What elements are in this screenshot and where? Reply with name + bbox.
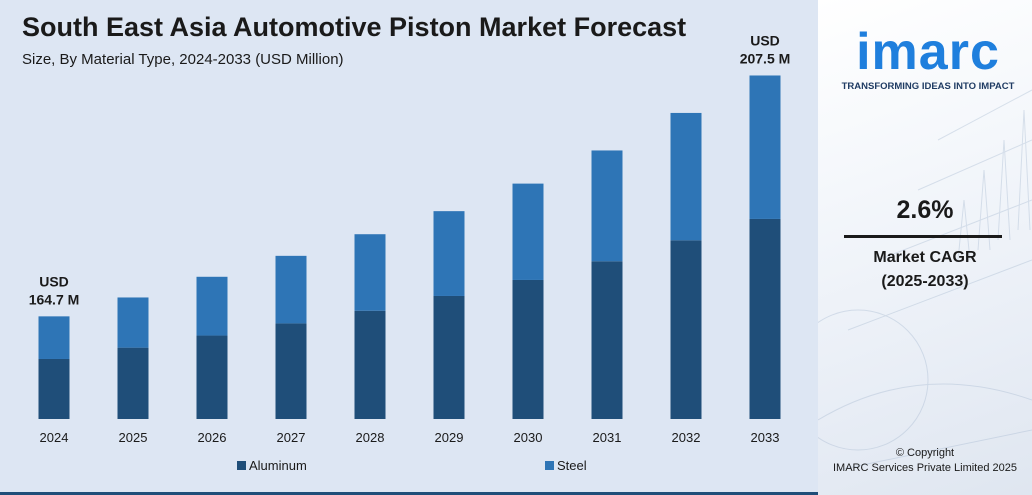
bar-steel-2025 — [117, 297, 149, 348]
imarc-logo: imarc TRANSFORMING IDEAS INTO IMPACT — [828, 26, 1028, 92]
x-tick-label-2027: 2027 — [277, 430, 306, 445]
bar-aluminum-2030 — [512, 279, 544, 419]
bar-aluminum-2025 — [117, 347, 149, 419]
annotation-end-value: 207.5 M — [740, 50, 791, 66]
x-tick-label-2026: 2026 — [198, 430, 227, 445]
bar-steel-2028 — [354, 234, 386, 311]
x-tick-label-2025: 2025 — [119, 430, 148, 445]
bar-aluminum-2031 — [591, 261, 623, 419]
cagr-divider — [844, 235, 1002, 238]
legend-swatch-aluminum — [237, 461, 246, 470]
logo-wordmark: imarc — [856, 23, 1000, 81]
cagr-label: Market CAGR (2025-2033) — [818, 246, 1032, 294]
x-tick-label-2029: 2029 — [435, 430, 464, 445]
cagr-label-line1: Market CAGR — [873, 249, 977, 266]
chart-title: South East Asia Automotive Piston Market… — [22, 12, 687, 42]
bar-steel-2026 — [196, 276, 228, 336]
bar-steel-2033 — [749, 75, 781, 219]
bar-steel-2024 — [38, 316, 70, 359]
bar-steel-2027 — [275, 255, 307, 324]
x-tick-label-2033: 2033 — [751, 430, 780, 445]
legend-swatch-steel — [545, 461, 554, 470]
bar-steel-2031 — [591, 150, 623, 262]
legend-label-steel: Steel — [557, 458, 587, 473]
annotation-start-unit: USD — [39, 273, 69, 289]
x-tick-label-2028: 2028 — [356, 430, 385, 445]
side-panel: imarc TRANSFORMING IDEAS INTO IMPACT 2.6… — [818, 0, 1032, 495]
legend-label-aluminum: Aluminum — [249, 458, 307, 473]
chart-subtitle: Size, By Material Type, 2024-2033 (USD M… — [22, 51, 344, 68]
copyright-line1: © Copyright — [895, 447, 955, 459]
chart-svg: 2024 2025 2026 2027 2028 2029 2030 2031 2032 2033… — [29, 32, 791, 473]
bar-steel-2029 — [433, 211, 465, 296]
bar-aluminum-2024 — [38, 358, 70, 419]
annotation-end-unit: USD — [750, 32, 780, 48]
bar-aluminum-2027 — [275, 323, 307, 419]
copyright-line2: IMARC Services Private Limited 2025 — [832, 462, 1017, 474]
annotation-start-value: 164.7 M — [29, 291, 80, 307]
x-tick-label-2024: 2024 — [40, 430, 69, 445]
bar-aluminum-2032 — [670, 240, 702, 419]
logo-tagline: TRANSFORMING IDEAS INTO IMPACT — [841, 81, 1015, 92]
chart-panel: 2024 2025 2026 2027 2028 2029 2030 2031 2032 2033… — [0, 0, 818, 495]
bar-aluminum-2033 — [749, 218, 781, 419]
bar-aluminum-2026 — [196, 335, 228, 419]
copyright-notice: © Copyright IMARC Services Private Limit… — [818, 446, 1032, 476]
background-graphic — [818, 89, 1032, 471]
bar-steel-2030 — [512, 183, 544, 280]
x-tick-label-2032: 2032 — [672, 430, 701, 445]
bar-aluminum-2029 — [433, 295, 465, 419]
cagr-label-line2: (2025-2033) — [881, 273, 969, 290]
bar-aluminum-2028 — [354, 310, 386, 419]
x-tick-label-2030: 2030 — [514, 430, 543, 445]
bar-steel-2032 — [670, 112, 702, 241]
x-tick-label-2031: 2031 — [593, 430, 622, 445]
cagr-value: 2.6% — [896, 196, 954, 224]
